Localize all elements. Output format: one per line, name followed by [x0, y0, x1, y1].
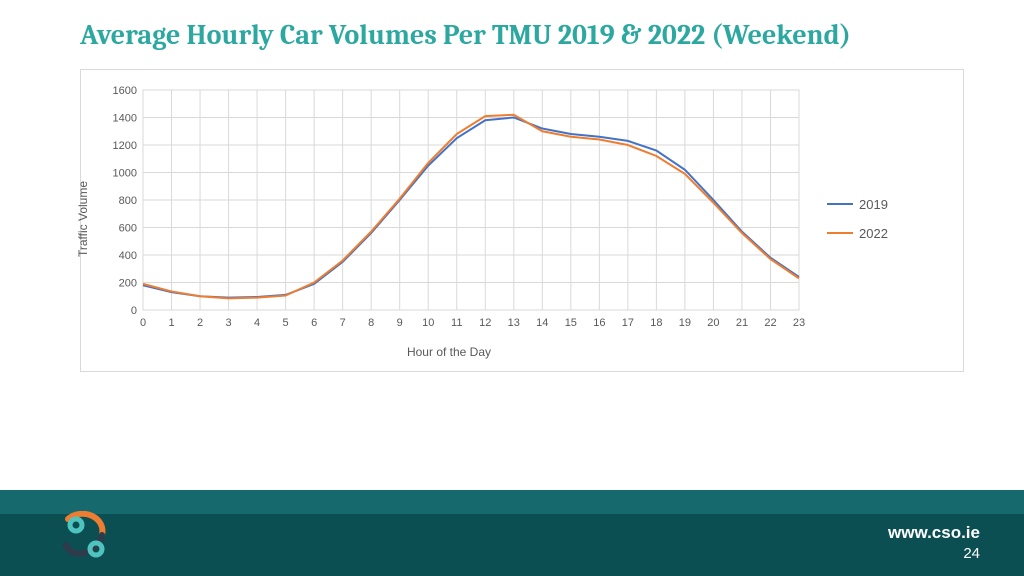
svg-text:9: 9: [397, 317, 403, 329]
svg-text:4: 4: [254, 317, 260, 329]
svg-text:8: 8: [368, 317, 374, 329]
footer-band-bottom: www.cso.ie 24: [0, 514, 1024, 576]
svg-text:2: 2: [197, 317, 203, 329]
plot-area: Traffic Volume 0200400600800100012001400…: [89, 78, 809, 359]
svg-text:10: 10: [422, 317, 434, 329]
svg-text:800: 800: [119, 195, 137, 207]
svg-text:1200: 1200: [113, 140, 137, 152]
page-title: Average Hourly Car Volumes Per TMU 2019 …: [0, 0, 1024, 63]
legend-swatch: [827, 203, 853, 205]
svg-text:14: 14: [536, 317, 548, 329]
legend-item: 2022: [827, 226, 888, 241]
svg-text:20: 20: [707, 317, 719, 329]
svg-text:1: 1: [168, 317, 174, 329]
svg-text:13: 13: [508, 317, 520, 329]
svg-text:400: 400: [119, 250, 137, 262]
svg-text:5: 5: [283, 317, 289, 329]
svg-text:15: 15: [565, 317, 577, 329]
svg-text:3: 3: [226, 317, 232, 329]
svg-text:23: 23: [793, 317, 805, 329]
svg-text:21: 21: [736, 317, 748, 329]
footer-url: www.cso.ie: [888, 523, 980, 543]
legend-label: 2019: [859, 197, 888, 212]
svg-text:6: 6: [311, 317, 317, 329]
svg-text:19: 19: [679, 317, 691, 329]
legend-item: 2019: [827, 197, 888, 212]
y-axis-label: Traffic Volume: [76, 180, 90, 256]
legend-swatch: [827, 232, 853, 234]
page-number: 24: [888, 545, 980, 562]
svg-text:22: 22: [764, 317, 776, 329]
line-chart-svg: 0200400600800100012001400160001234567891…: [89, 78, 809, 338]
svg-text:18: 18: [650, 317, 662, 329]
cso-logo: [62, 511, 116, 564]
footer-right: www.cso.ie 24: [888, 523, 980, 562]
slide: Average Hourly Car Volumes Per TMU 2019 …: [0, 0, 1024, 576]
svg-text:0: 0: [140, 317, 146, 329]
svg-text:12: 12: [479, 317, 491, 329]
svg-text:1400: 1400: [113, 113, 137, 125]
svg-text:11: 11: [451, 317, 462, 329]
x-axis-label: Hour of the Day: [89, 345, 809, 359]
svg-text:1600: 1600: [113, 85, 137, 97]
svg-text:7: 7: [340, 317, 346, 329]
svg-text:16: 16: [593, 317, 605, 329]
svg-text:200: 200: [119, 278, 137, 290]
svg-text:0: 0: [131, 305, 137, 317]
chart-container: Traffic Volume 0200400600800100012001400…: [80, 69, 964, 372]
legend: 2019 2022: [809, 78, 888, 359]
legend-label: 2022: [859, 226, 888, 241]
svg-text:17: 17: [622, 317, 634, 329]
svg-text:600: 600: [119, 223, 137, 235]
svg-text:1000: 1000: [113, 168, 137, 180]
